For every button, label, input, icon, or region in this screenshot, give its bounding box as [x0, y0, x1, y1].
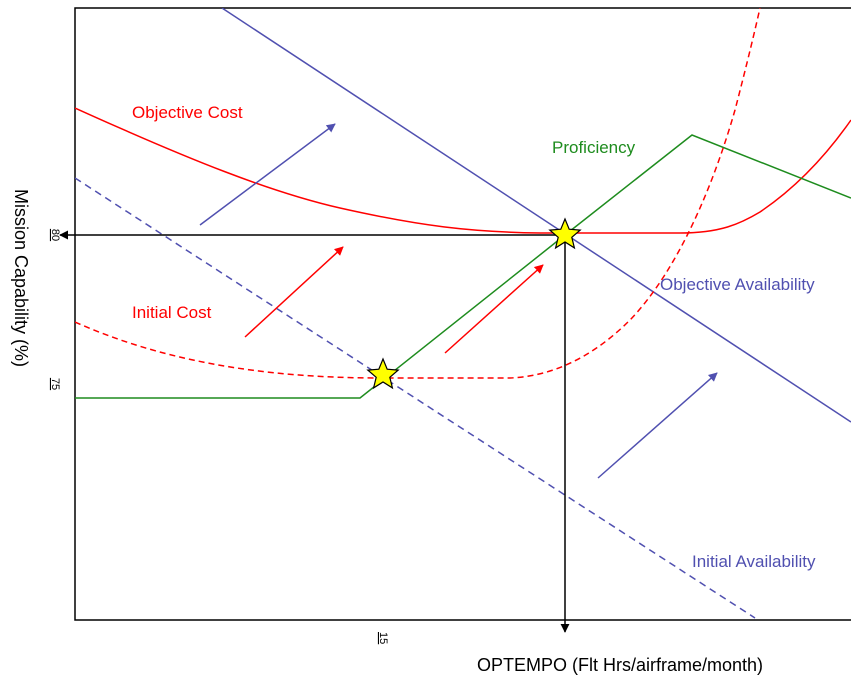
- objective-availability-label: Objective Availability: [660, 275, 815, 294]
- x-tick-label: 15: [377, 632, 389, 644]
- shift-arrow-icon: [597, 372, 718, 479]
- initial-availability-line: [75, 177, 756, 619]
- shift-arrow-icon: [444, 264, 544, 354]
- initial-cost-curve: [75, 8, 761, 379]
- initial-availability-label: Initial Availability: [692, 552, 816, 571]
- shift-arrow-icon: [199, 123, 336, 226]
- y-tick-label: 80: [49, 229, 61, 241]
- initial-cost-label: Initial Cost: [132, 303, 212, 322]
- shift-arrow-icon: [244, 246, 344, 338]
- proficiency-curve: [75, 134, 851, 399]
- objective-cost-label: Objective Cost: [132, 103, 243, 122]
- x-axis-title: OPTEMPO (Flt Hrs/airframe/month): [477, 655, 763, 675]
- objective-availability-line: [221, 8, 851, 423]
- plot-frame: [74, 7, 851, 621]
- y-axis-title: Mission Capability (%): [11, 189, 31, 367]
- star-icon: [366, 357, 400, 390]
- objective-cost-curve: [75, 107, 851, 234]
- proficiency-label: Proficiency: [552, 138, 636, 157]
- star-icon: [548, 217, 582, 250]
- y-tick-label: 75: [49, 378, 61, 390]
